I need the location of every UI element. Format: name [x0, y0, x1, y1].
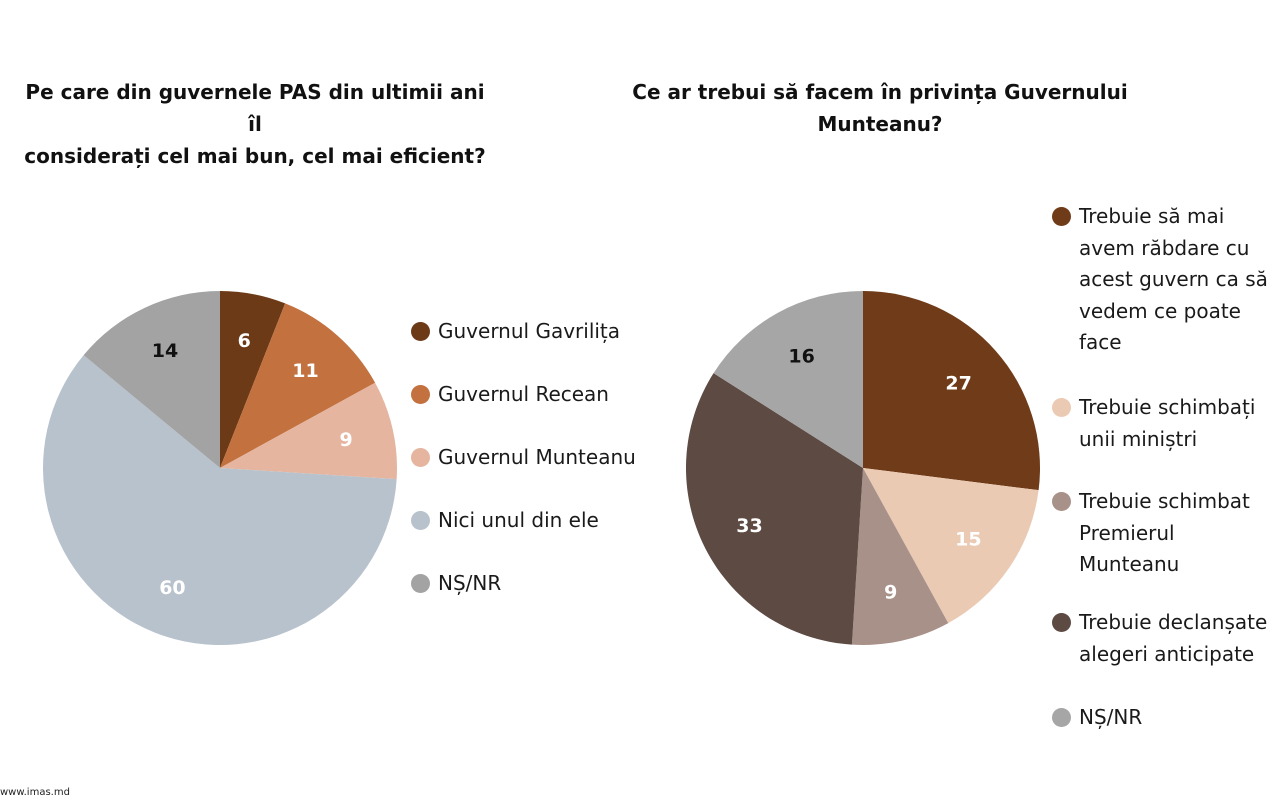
legend-label: NȘ/NR — [1079, 705, 1143, 729]
pie-slice — [42, 355, 397, 646]
pie-slice — [851, 468, 949, 646]
pie-slice — [685, 373, 863, 645]
slice-data-label: 27 — [945, 373, 971, 395]
legend-swatch — [411, 448, 430, 467]
slice-data-label: 6 — [238, 330, 251, 352]
slice-data-label: 15 — [955, 529, 981, 551]
slice-data-label: 16 — [788, 345, 814, 367]
legend-label: Trebuie schimbați unii miniștri — [1079, 395, 1256, 451]
legend-item: Guvernul Recean — [411, 379, 609, 411]
pie-slice — [220, 303, 376, 468]
legend-swatch — [411, 511, 430, 530]
legend-item: Trebuie schimbați unii miniștri — [1052, 392, 1255, 455]
slice-data-label: 60 — [159, 577, 185, 599]
pie-slice — [713, 291, 863, 468]
legend-swatch — [1052, 398, 1071, 417]
legend-label: Guvernul Munteanu — [438, 445, 636, 469]
slice-data-label: 9 — [339, 429, 352, 451]
legend-item: Trebuie schimbat Premierul Munteanu — [1052, 486, 1250, 581]
legend-swatch — [411, 574, 430, 593]
legend-swatch — [411, 322, 430, 341]
legend-item: Nici unul din ele — [411, 505, 599, 537]
pie-slice — [83, 291, 220, 468]
legend-swatch — [411, 385, 430, 404]
pie-slice — [220, 291, 286, 468]
legend-swatch — [1052, 207, 1071, 226]
legend-item: NȘ/NR — [411, 568, 501, 600]
pie-slice — [220, 382, 397, 480]
chart-title-right: Ce ar trebui să facem în privința Guvern… — [632, 80, 1128, 136]
legend-label: Trebuie schimbat Premierul Munteanu — [1079, 489, 1250, 576]
legend-label: Nici unul din ele — [438, 508, 599, 532]
source-footer: www.imas.md — [0, 787, 70, 798]
slice-data-label: 14 — [152, 340, 178, 362]
slice-data-label: 9 — [884, 581, 897, 603]
legend-label: Trebuie declanșate alegeri anticipate — [1079, 610, 1268, 666]
legend-label: Guvernul Gavrilița — [438, 319, 621, 343]
slice-data-label: 33 — [736, 515, 762, 537]
legend-item: NȘ/NR — [1052, 702, 1142, 734]
legend-label: Guvernul Recean — [438, 382, 609, 406]
legend-label: NȘ/NR — [438, 571, 502, 595]
legend-item: Guvernul Gavrilița — [411, 316, 620, 348]
legend-swatch — [1052, 613, 1071, 632]
pie-slice — [863, 468, 1039, 624]
legend-item: Guvernul Munteanu — [411, 442, 636, 474]
legend-swatch — [1052, 492, 1071, 511]
legend-swatch — [1052, 708, 1071, 727]
pie-slice — [863, 291, 1040, 491]
chart-title-left: Pe care din guvernele PAS din ultimii an… — [24, 80, 486, 168]
legend-item: Trebuie să mai avem răbdare cu acest guv… — [1052, 201, 1268, 359]
legend-item: Trebuie declanșate alegeri anticipate — [1052, 607, 1267, 670]
slice-data-label: 11 — [292, 360, 318, 382]
legend-label: Trebuie să mai avem răbdare cu acest guv… — [1079, 204, 1268, 354]
